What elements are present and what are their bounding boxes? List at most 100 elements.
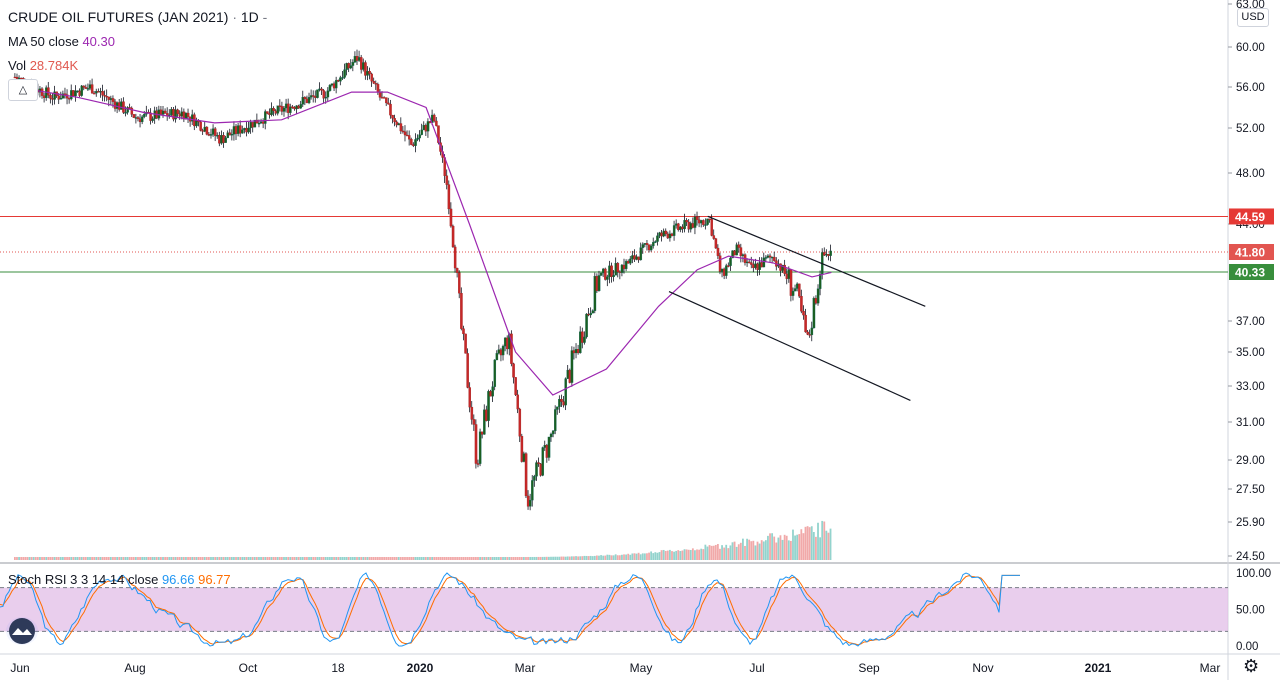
candle-body (614, 263, 618, 276)
volume-bar (464, 557, 467, 560)
volume-bar (666, 550, 669, 560)
currency-button[interactable]: USD (1237, 8, 1269, 27)
volume-bar (243, 557, 246, 560)
candle-body (320, 88, 323, 91)
candle-body (111, 98, 115, 102)
volume-bar (39, 557, 41, 560)
volume-bar (399, 557, 402, 560)
volume-bar (354, 557, 356, 560)
volume-bar (568, 556, 571, 560)
candle-body (376, 84, 380, 93)
volume-bar (562, 556, 565, 560)
tradingview-logo-icon[interactable] (6, 617, 38, 645)
stoch-rsi-legend[interactable]: Stoch RSI 3 3 14 14 close 96.66 96.77 (8, 572, 231, 587)
candle-body (660, 232, 663, 237)
candle-body (754, 263, 757, 268)
candle-body (608, 265, 611, 277)
candle-body (301, 97, 305, 105)
volume-bar (452, 557, 454, 560)
volume-bar (742, 538, 744, 560)
candle-body (798, 283, 801, 297)
volume-bar (255, 557, 258, 560)
volume-bar (418, 557, 421, 560)
volume-bar (233, 557, 235, 560)
volume-bar (356, 557, 358, 560)
candle-body (818, 273, 822, 289)
candle-body (222, 135, 225, 143)
volume-bar (303, 557, 306, 560)
candle-body (685, 219, 688, 223)
candle-body (495, 353, 499, 361)
symbol-title[interactable]: CRUDE OIL FUTURES (JAN 2021) (8, 9, 229, 25)
candle-body (593, 276, 597, 311)
candle-body (76, 90, 79, 92)
candle-body (520, 436, 524, 462)
candle-body (268, 113, 271, 115)
volume-bar (760, 540, 763, 560)
volume-bar (160, 557, 162, 560)
candle-body (816, 288, 820, 304)
volume-bar (331, 557, 333, 560)
volume-bar (698, 549, 701, 560)
volume-bar (310, 557, 313, 560)
collapse-legend-button[interactable]: △ (8, 79, 38, 101)
volume-bar (149, 557, 152, 560)
volume-bar (694, 550, 696, 560)
volume-bar (374, 557, 377, 560)
candle-body (602, 268, 605, 274)
volume-bar (289, 557, 292, 560)
candle-body (793, 288, 797, 292)
volume-bar (441, 557, 444, 560)
candle-body (704, 224, 707, 226)
volume-bar (87, 557, 89, 560)
volume-bar (153, 557, 156, 560)
volume-bar (591, 556, 594, 560)
volume-bar (268, 557, 271, 560)
volume-bar (735, 546, 738, 560)
candle-body (84, 87, 88, 89)
settings-gear-icon[interactable]: ⚙ (1243, 656, 1260, 676)
volume-bar (322, 557, 325, 560)
candle-body (528, 499, 532, 507)
candle-body (416, 137, 419, 140)
candle-body (583, 336, 586, 343)
volume-bar (155, 557, 158, 560)
volume-bar (598, 555, 600, 560)
volume-bar (197, 557, 200, 560)
candle-body (355, 56, 359, 61)
volume-bar (804, 526, 807, 560)
ma-label: MA 50 close (8, 34, 79, 49)
candle-body (170, 109, 173, 115)
candle-body (303, 97, 307, 100)
candle-body (72, 90, 75, 97)
volume-bar (752, 540, 755, 560)
candle-body (714, 238, 718, 249)
volume-bar (26, 557, 29, 560)
candle-body (414, 139, 417, 146)
candle-body (186, 112, 190, 117)
candle-body (387, 102, 390, 105)
volume-bar (139, 557, 141, 560)
volume-bar (164, 557, 166, 560)
candle-body (351, 62, 355, 66)
volume-legend[interactable]: Vol 28.784K (8, 58, 78, 73)
candle-body (468, 387, 471, 408)
interval-label[interactable]: 1D (240, 9, 259, 25)
chart-title-row: CRUDE OIL FUTURES (JAN 2021) · 1D - (8, 9, 267, 25)
volume-bar (650, 551, 653, 560)
volume-bar (22, 557, 25, 560)
candle-body (827, 254, 830, 256)
volume-bar (141, 557, 144, 560)
volume-bar (297, 557, 300, 560)
ma-legend[interactable]: MA 50 close 40.30 (8, 34, 115, 49)
candle-body (791, 290, 795, 296)
volume-bar (124, 557, 127, 560)
candle-body (57, 95, 61, 100)
volume-bar (648, 552, 650, 560)
volume-bar (771, 533, 774, 560)
candle-body (506, 337, 509, 350)
volume-bar (301, 557, 304, 560)
volume-bar (704, 544, 707, 560)
